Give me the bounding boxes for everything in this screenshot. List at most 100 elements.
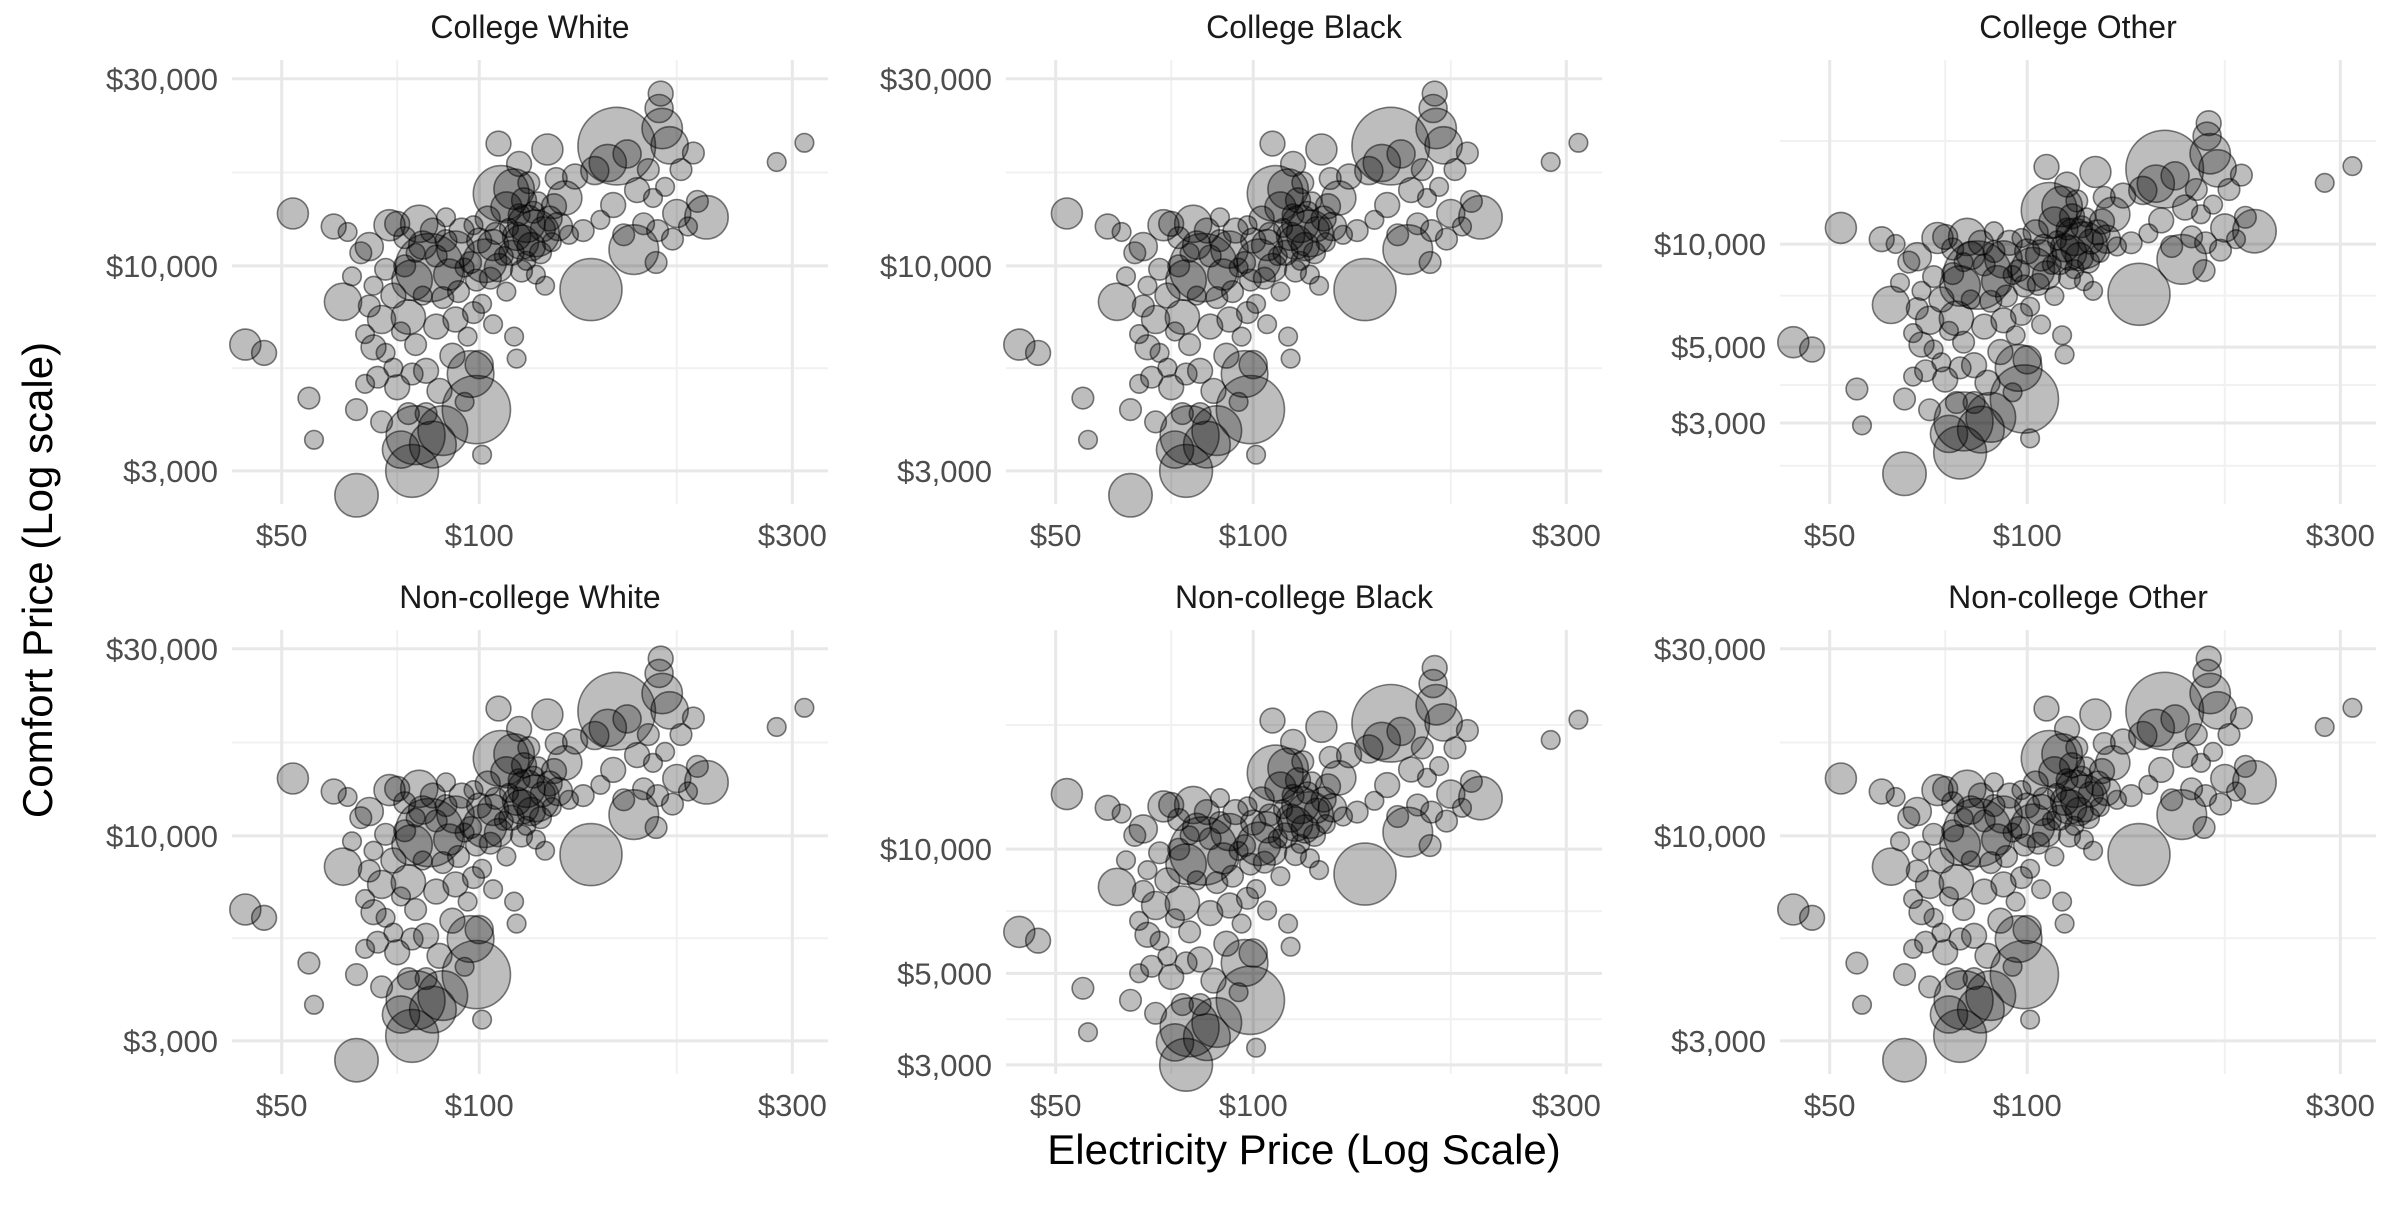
data-point [390, 886, 412, 907]
data-point [1777, 893, 1810, 926]
data-point [1386, 139, 1416, 169]
data-point [2044, 285, 2065, 307]
data-point [2089, 796, 2110, 818]
data-point [341, 831, 363, 852]
data-point [2342, 156, 2363, 177]
data-point [1237, 215, 1258, 236]
data-point [1921, 265, 1946, 289]
data-point [2195, 645, 2222, 672]
data-point [1139, 365, 1164, 389]
data-point [1443, 158, 1467, 182]
data-point [660, 227, 685, 251]
data-point [683, 759, 729, 805]
x-tick-label: $300 [1532, 1088, 1601, 1123]
data-point [485, 130, 512, 157]
data-point [1451, 216, 1473, 237]
data-point [1128, 324, 1150, 345]
data-point [2156, 788, 2208, 841]
y-tick-label: $30,000 [880, 62, 992, 97]
data-point [2030, 314, 2052, 335]
data-point [683, 194, 729, 240]
data-point [1179, 825, 1200, 846]
data-point [442, 306, 469, 333]
data-point [1094, 794, 1121, 821]
data-point [432, 258, 466, 291]
data-point [472, 293, 493, 315]
data-point [1364, 790, 1385, 811]
data-point [2210, 763, 2240, 794]
data-point [1938, 886, 1960, 907]
data-point [1231, 913, 1252, 934]
data-point [297, 951, 321, 975]
data-point [472, 858, 493, 879]
data-point [483, 879, 504, 900]
data-point [1115, 850, 1137, 871]
data-point [1216, 892, 1243, 919]
x-tick-label: $50 [1030, 518, 1082, 553]
y-tick-label: $5,000 [897, 956, 992, 991]
x-tick-label: $300 [758, 518, 827, 553]
data-point [1921, 822, 1946, 846]
data-point [1990, 871, 2017, 898]
data-point [2194, 231, 2218, 255]
data-point [1882, 1037, 1928, 1083]
data-point [2011, 227, 2032, 249]
data-point [1987, 338, 2014, 366]
data-point [541, 796, 562, 818]
data-point [2160, 161, 2190, 191]
data-point [1111, 803, 1132, 824]
data-point [1994, 284, 2019, 308]
data-point [472, 444, 493, 465]
y-tick-label: $10,000 [880, 249, 992, 284]
data-point [405, 242, 426, 263]
panel-title: College White [430, 9, 629, 45]
data-point [1933, 969, 1994, 1031]
data-point [1024, 927, 1052, 954]
data-point [355, 324, 376, 345]
data-point [1889, 272, 1911, 293]
data-point [2232, 759, 2278, 805]
data-point [1914, 869, 1945, 900]
data-point [276, 197, 310, 230]
data-point [333, 1037, 379, 1083]
x-tick-label: $300 [2306, 518, 2375, 553]
data-point [390, 321, 412, 342]
data-point [2106, 789, 2128, 810]
panel-title: Non-college White [399, 579, 660, 615]
data-point [2012, 914, 2042, 945]
data-point [1540, 729, 1561, 751]
data-point [366, 930, 390, 954]
data-point [571, 783, 595, 808]
data-point [2119, 231, 2143, 255]
x-tick-label: $50 [1030, 1088, 1082, 1123]
y-tick-label: $3,000 [1671, 1024, 1766, 1059]
data-point [1213, 342, 1240, 369]
data-point [1939, 823, 1982, 866]
data-point [457, 891, 478, 912]
data-point [1220, 864, 1245, 888]
data-point [393, 226, 417, 250]
data-point [1892, 387, 1917, 411]
y-tick-label: $30,000 [106, 62, 218, 97]
data-point [2106, 236, 2128, 257]
data-point [544, 166, 568, 191]
data-point [2094, 196, 2131, 233]
data-point [1911, 280, 1932, 302]
x-tick-label: $50 [256, 518, 308, 553]
data-point [366, 365, 390, 389]
data-point [2006, 815, 2031, 840]
data-point [1291, 171, 1315, 195]
x-tick-label: $50 [1804, 518, 1856, 553]
data-point [1302, 823, 1327, 848]
data-point [435, 207, 457, 228]
data-point [1905, 297, 1929, 321]
data-point [647, 80, 674, 107]
data-point [2044, 846, 2065, 867]
data-point [631, 212, 656, 236]
data-point [229, 893, 262, 926]
data-point [588, 708, 628, 748]
data-point [2092, 731, 2116, 756]
data-point [1147, 841, 1172, 865]
data-point [1050, 197, 1084, 230]
data-point [412, 357, 440, 384]
